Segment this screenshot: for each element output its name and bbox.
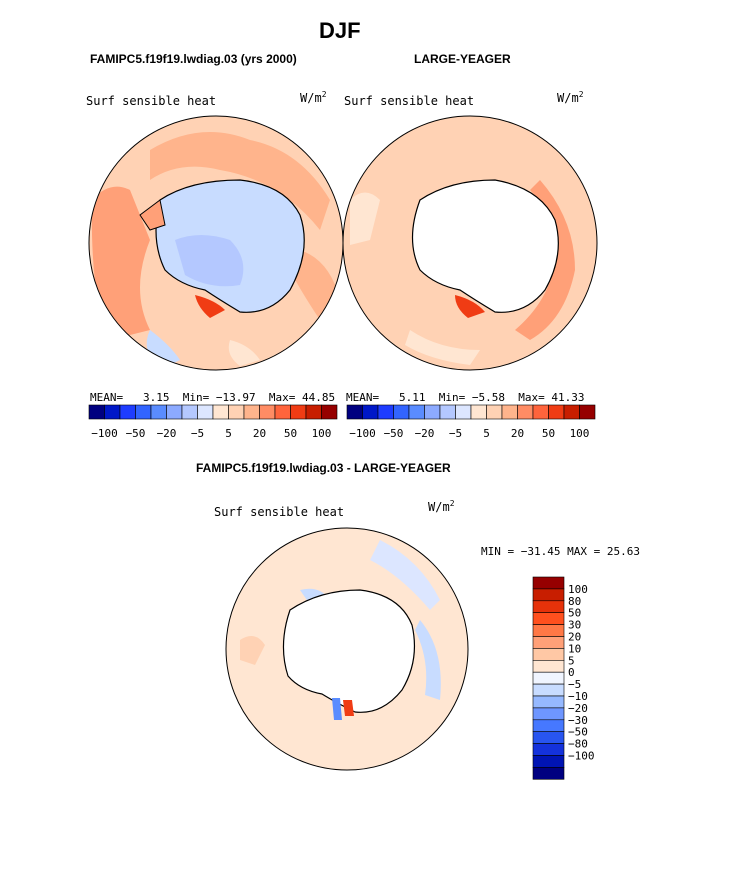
diff-colorbar-swatch (532, 767, 565, 780)
diff-colorbar-swatch (532, 600, 565, 613)
diff-field-label: Surf sensible heat (214, 505, 345, 519)
panel2-colorbar-swatch (439, 404, 456, 420)
panel2-colorbar-tick-label: −100 (349, 427, 376, 440)
panel2-colorbar-tick-label: −5 (449, 427, 462, 440)
panel2-colorbar-swatch (408, 404, 425, 420)
panel2-colorbar-swatch (548, 404, 565, 420)
diff-colorbar-swatch (532, 719, 565, 733)
diff-colorbar-label: −10 (568, 690, 588, 703)
diff-colorbar-label: 5 (568, 654, 575, 667)
panel1-colorbar-swatch (104, 404, 121, 420)
diff-colorbar-label: −50 (568, 726, 588, 739)
panel1-colorbar-swatch (150, 404, 167, 420)
panel1-colorbar-swatch (259, 404, 276, 420)
panel2-title: LARGE-YEAGER (414, 52, 511, 66)
panel2-colorbar-swatch (486, 404, 503, 420)
panel2-colorbar-swatch (377, 404, 394, 420)
diff-colorbar-swatch (532, 743, 565, 756)
diff-colorbar-swatch (532, 695, 565, 709)
diff-colorbar-label: −30 (568, 714, 588, 727)
diff-colorbar-swatch (532, 683, 565, 697)
panel2-colorbar-swatch (346, 404, 363, 420)
panel1-colorbar-tick-label: 100 (312, 427, 332, 440)
panel2-colorbar-swatch (517, 404, 534, 420)
diff-colorbar-swatch (532, 588, 565, 602)
panel1-stats: MEAN= 3.15 Min= −13.97 Max= 44.85 (90, 391, 336, 404)
diff-colorbar-swatch (532, 624, 565, 637)
panel2-colorbar-swatch (532, 404, 549, 420)
panel1-colorbar-swatch (181, 404, 198, 420)
panel2-colorbar-tick-label: −50 (384, 427, 404, 440)
panel2-units: W/m2 (557, 90, 584, 105)
panel1-field-label: Surf sensible heat (86, 94, 217, 108)
panel2-colorbar-swatch (424, 404, 441, 420)
diff-colorbar-label: 10 (568, 642, 581, 655)
panel1-colorbar-tick-label: 5 (225, 427, 232, 440)
panel2-colorbar-tick-label: 100 (570, 427, 590, 440)
panel1-colorbar-swatch (228, 404, 245, 420)
diff-colorbar-swatch (532, 660, 565, 673)
panel1-colorbar-tick-label: 50 (284, 427, 297, 440)
panel1-colorbar-swatch (135, 404, 152, 420)
page-title: DJF (319, 18, 361, 43)
diff-colorbar-swatch (532, 755, 565, 768)
panel1-units: W/m2 (300, 90, 327, 105)
diff-colorbar-label: 20 (568, 631, 581, 644)
panel2-colorbar-swatch (563, 404, 580, 420)
panel1-colorbar-swatch (321, 404, 338, 420)
diff-colorbar-swatch (532, 731, 565, 744)
panel2-colorbar-swatch (362, 404, 379, 420)
panel1-colorbar-swatch (243, 404, 260, 420)
panel1-colorbar-swatch (305, 404, 322, 420)
diff-colorbar-swatch (532, 648, 565, 661)
panel2-colorbar-swatch (455, 404, 472, 420)
diff-colorbar-label: −100 (568, 750, 595, 763)
panel2-stats: MEAN= 5.11 Min= −5.58 Max= 41.33 (346, 391, 585, 404)
diff-colorbar-label: −20 (568, 702, 588, 715)
panel1-colorbar-swatch (88, 404, 105, 420)
panel2-colorbar-swatch (501, 404, 518, 420)
panel2-colorbar-swatch (579, 404, 596, 420)
diff-colorbar-label: 30 (568, 619, 581, 632)
diff-stats: MIN = −31.45 MAX = 25.63 (481, 545, 640, 558)
diff-colorbar-label: −80 (568, 738, 588, 751)
diff-colorbar-label: 100 (568, 583, 588, 596)
diff-colorbar-label: 50 (568, 607, 581, 620)
panel2-field-label: Surf sensible heat (344, 94, 475, 108)
panel1-colorbar-swatch (119, 404, 136, 420)
panel2-colorbar-tick-label: −20 (415, 427, 435, 440)
diff-colorbar-label: −5 (568, 678, 581, 691)
panel1-colorbar: −100 −50 −20 −5 5 20 50 100 (88, 404, 338, 440)
panel1-colorbar-tick-label: −5 (191, 427, 204, 440)
diff-units: W/m2 (428, 499, 455, 514)
diff-colorbar-swatch (532, 612, 565, 625)
diff-colorbar-label: 80 (568, 595, 581, 608)
panel1-colorbar-swatch (290, 404, 307, 420)
diff-colorbar-label: 0 (568, 666, 575, 679)
panel1-colorbar-tick-label: 20 (253, 427, 266, 440)
panel1-colorbar-swatch (197, 404, 214, 420)
panel2-colorbar-tick-label: 5 (483, 427, 490, 440)
diff-colorbar-swatch (532, 707, 565, 721)
panel2-colorbar-swatch (470, 404, 487, 420)
panel2-colorbar-swatch (393, 404, 410, 420)
diff-colorbar-swatch (532, 671, 565, 685)
diff-colorbar-swatch (532, 636, 565, 649)
diff-colorbar-swatch (532, 576, 565, 590)
panel1-title: FAMIPC5.f19f19.lwdiag.03 (yrs 2000) (90, 52, 297, 66)
panel1-colorbar-swatch (212, 404, 229, 420)
panel2-colorbar-tick-label: 50 (542, 427, 555, 440)
panel2-colorbar-tick-label: 20 (511, 427, 524, 440)
panel1-colorbar-tick-label: −20 (157, 427, 177, 440)
diff-title: FAMIPC5.f19f19.lwdiag.03 - LARGE-YEAGER (196, 461, 451, 475)
panel1-colorbar-tick-label: −100 (91, 427, 118, 440)
panel1-colorbar-swatch (166, 404, 183, 420)
panel2-colorbar: −100 −50 −20 −5 5 20 50 100 (346, 404, 596, 440)
panel1-colorbar-swatch (274, 404, 291, 420)
panel1-colorbar-tick-label: −50 (126, 427, 146, 440)
